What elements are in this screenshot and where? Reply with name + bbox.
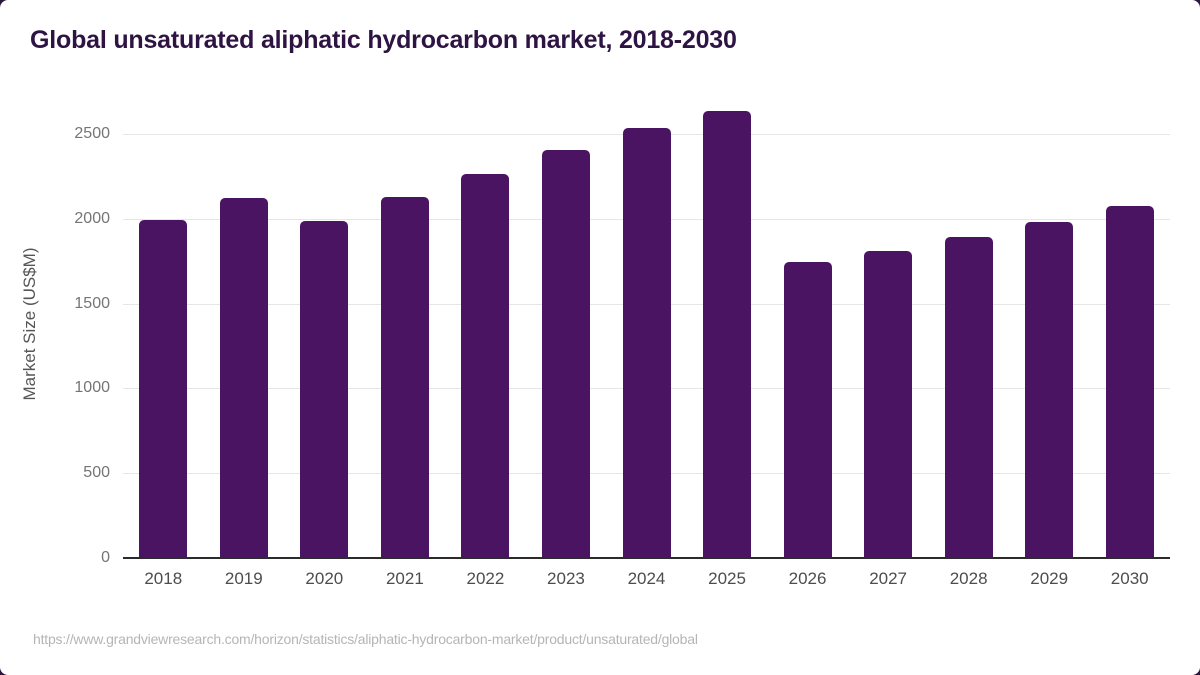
- y-tick-label-0: 0: [101, 549, 110, 566]
- x-tick-label-2027: 2027: [869, 569, 908, 588]
- bar-2021: [380, 196, 429, 558]
- y-axis-tick-labels: 0 500 1000 1500 2000 2500: [0, 100, 110, 566]
- x-tick-label-2019: 2019: [224, 569, 263, 588]
- x-tick-label-2023: 2023: [547, 569, 585, 588]
- plot-area: [123, 100, 1170, 559]
- bar-2025: [703, 111, 752, 558]
- x-tick-label-2018: 2018: [144, 569, 183, 588]
- bar-2020: [300, 221, 349, 558]
- bar-2028: [944, 236, 993, 558]
- x-axis-line: [123, 557, 1170, 559]
- bar-2024: [622, 128, 671, 558]
- bar-2022: [461, 173, 510, 558]
- x-tick-label-2026: 2026: [788, 569, 827, 588]
- bar-2018: [139, 220, 188, 558]
- y-tick-label-1500: 1500: [74, 294, 110, 312]
- y-tick-label-1000: 1000: [74, 379, 110, 397]
- x-tick-label-2028: 2028: [949, 569, 988, 588]
- bar-2027: [864, 250, 913, 558]
- x-tick-label-2029: 2029: [1030, 569, 1069, 588]
- x-tick-label-2024: 2024: [627, 569, 666, 588]
- bar-2030: [1105, 206, 1154, 558]
- x-axis-tick-labels: 2018 2019 2020 2021 2022 2023 2024 2025 2026 2027…: [123, 569, 1170, 593]
- y-tick-label-2000: 2000: [74, 209, 110, 227]
- y-tick-label-2500: 2500: [74, 124, 110, 142]
- bar-2019: [219, 198, 268, 558]
- source-url: https://www.grandviewresearch.com/horizo…: [33, 631, 698, 647]
- x-tick-label-2021: 2021: [385, 569, 424, 588]
- x-tick-label-2020: 2020: [305, 569, 344, 588]
- bar-2029: [1025, 222, 1074, 558]
- y-tick-label-500: 500: [83, 464, 110, 482]
- x-tick-label-2030: 2030: [1110, 569, 1149, 588]
- chart-title: Global unsaturated aliphatic hydrocarbon…: [30, 26, 737, 54]
- x-tick-label-2022: 2022: [466, 569, 505, 588]
- bar-2023: [541, 150, 590, 558]
- bar-2026: [783, 262, 832, 558]
- x-tick-label-2025: 2025: [708, 569, 746, 588]
